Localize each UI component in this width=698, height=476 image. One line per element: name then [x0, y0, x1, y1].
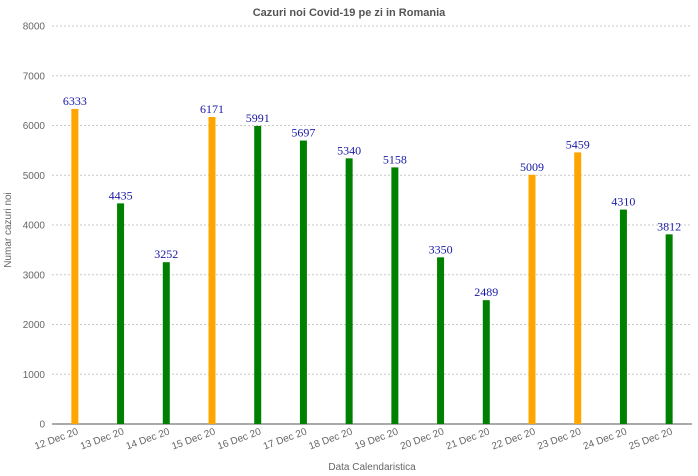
y-tick-label: 8000 [23, 22, 46, 33]
bar [208, 116, 216, 425]
x-tick-label: 14 Dec 20 [125, 426, 172, 452]
y-axis-ticks: 0 1000 2000 3000 4000 5000 6000 7000 8000 [23, 22, 46, 431]
y-axis-label: Numar cazuri noi [3, 192, 14, 268]
bar [528, 174, 536, 424]
data-label: 3350 [429, 242, 453, 256]
data-label: 5991 [246, 111, 270, 125]
x-tick-label: 19 Dec 20 [353, 426, 400, 452]
data-label: 6171 [200, 102, 224, 116]
x-tick-label: 15 Dec 20 [170, 426, 217, 452]
x-tick-label: 13 Dec 20 [79, 426, 126, 452]
bar [162, 262, 170, 424]
chart-title: Cazuri noi Covid-19 pe zi in Romania [253, 7, 446, 19]
x-tick-label: 24 Dec 20 [582, 426, 629, 452]
data-label: 5340 [337, 143, 361, 157]
bars [71, 108, 673, 425]
y-tick-label: 1000 [23, 370, 46, 381]
data-label: 3812 [657, 219, 681, 233]
bar [345, 158, 353, 424]
y-tick-label: 3000 [23, 270, 46, 281]
bar [117, 203, 125, 424]
x-tick-label: 18 Dec 20 [308, 426, 355, 452]
y-tick-label: 5000 [23, 171, 46, 182]
x-tick-label: 20 Dec 20 [399, 426, 446, 452]
bar [299, 140, 307, 424]
data-label: 5009 [520, 160, 544, 174]
bar [574, 152, 582, 425]
data-label: 4310 [611, 195, 635, 209]
data-label: 6333 [63, 94, 87, 108]
bar [391, 167, 399, 424]
data-label: 4435 [109, 188, 133, 202]
bar [71, 108, 79, 424]
gridlines [52, 25, 692, 375]
x-tick-label: 22 Dec 20 [490, 426, 537, 452]
y-tick-label: 0 [39, 420, 45, 431]
data-label: 5697 [291, 126, 315, 140]
x-tick-label: 21 Dec 20 [445, 426, 492, 452]
x-axis-label: Data Calendaristica [328, 462, 416, 473]
data-label: 5158 [383, 152, 407, 166]
bar [482, 300, 490, 424]
data-labels: 6333 4435 3252 6171 5991 5697 5340 5158 3350 2489… [63, 94, 681, 299]
x-tick-label: 23 Dec 20 [536, 426, 583, 452]
x-axis-ticks: 12 Dec 20 13 Dec 20 14 Dec 20 15 Dec 20 16 D… [33, 426, 674, 452]
y-tick-label: 4000 [23, 221, 46, 232]
data-label: 5459 [566, 137, 590, 151]
x-tick-label: 16 Dec 20 [216, 426, 263, 452]
bar [254, 125, 262, 424]
y-tick-label: 6000 [23, 121, 46, 132]
data-label: 2489 [474, 285, 498, 299]
data-label: 3252 [154, 247, 178, 261]
bar [619, 209, 627, 424]
y-tick-label: 7000 [23, 71, 46, 82]
y-tick-label: 2000 [23, 320, 46, 331]
x-tick-label: 25 Dec 20 [628, 426, 675, 452]
x-tick-label: 17 Dec 20 [262, 426, 309, 452]
bar [665, 234, 673, 424]
bar [437, 257, 445, 424]
